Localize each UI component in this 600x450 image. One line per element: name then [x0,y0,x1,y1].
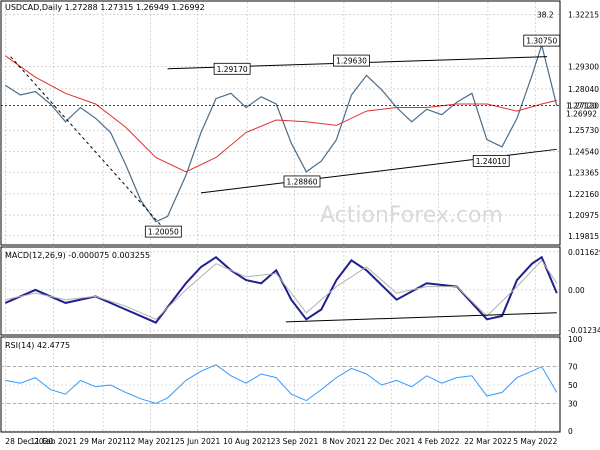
y-tick-label: 1.19815 [568,232,599,241]
x-tick-label: 25 Jun 2021 [175,437,220,446]
current-price-label: 1.27120 [566,101,597,110]
x-tick-label: 22 Mar 2022 [464,437,512,446]
y-tick-label: 1.24540 [568,147,599,156]
price-annotations: 1.30750 1.29170 1.29630 1.28860 1.24010 1.200… [144,34,561,238]
y-tick-label: 50 [568,381,578,390]
y-tick-label: 1.32215 [568,10,599,19]
rsi-panel-title: RSI(14) 42.4775 [5,341,70,350]
macd-trendline [285,312,557,323]
y-tick-label: 100 [568,335,583,344]
watermark: ActionForex.com [320,203,503,228]
x-tick-label: 8 Nov 2021 [322,437,365,446]
x-tick-label: 10 Aug 2021 [223,437,271,446]
y-tick-label: 1.20975 [568,211,599,220]
signal-line [5,259,558,320]
macd-gridlines [1,251,560,331]
close-price-label: 1.26992 [566,109,597,118]
y-tick-labels: 1.32215 1.29300 1.28040 1.27120 1.25730 1.245… [568,10,600,436]
price-line [4,42,558,223]
price-annotation: 1.24010 [472,155,510,167]
macd-line [4,255,558,324]
rsi-gridlines [1,338,560,432]
price-annotation: 1.30750 [523,34,561,47]
svg-text:1.29170: 1.29170 [217,65,248,74]
y-tick-label: 0.011629 [568,248,600,257]
x-tick-label: 11 Feb 2021 [30,437,77,446]
moving-average-line [5,55,557,173]
price-panel-frame [0,0,561,246]
x-tick-label: 22 Dec 2021 [367,437,415,446]
y-tick-label: 1.27120 [568,101,599,110]
y-tick-label: 1.29300 [568,62,599,71]
y-tick-label: 1.23365 [568,168,599,177]
price-annotation: 1.29630 [333,54,370,67]
y-tick-label: 0 [568,427,573,436]
macd-panel-frame [0,246,561,336]
svg-text:1.30750: 1.30750 [526,37,557,46]
svg-text:1.28860: 1.28860 [286,177,317,186]
price-panel-title: USDCAD,Daily 1.27288 1.27315 1.26949 1.2… [5,3,205,12]
price-annotation: 1.28860 [283,175,321,188]
x-tick-label: 12 May 2021 [126,437,175,446]
x-tick-label: 29 Mar 2021 [79,437,127,446]
macd-series [4,255,558,324]
y-tick-label: 1.28040 [568,85,599,94]
x-tick-label: 5 May 2022 [513,437,557,446]
y-tick-label: 30 [568,399,578,408]
rsi-series [1,364,560,404]
price-annotation: 1.29170 [213,62,251,75]
svg-text:1.24010: 1.24010 [476,157,507,166]
rsi-line [5,364,558,404]
y-tick-label: 1.25730 [568,126,599,135]
x-tick-label: 28 Dec 2020 [5,437,53,446]
y-tick-label: -0.012348 [568,326,600,335]
svg-text:1.29630: 1.29630 [336,57,367,66]
y-tick-label: 70 [568,363,578,372]
x-tick-label: 4 Feb 2022 [418,437,460,446]
rsi-panel-frame [0,336,561,433]
x-tick-label: 23 Sep 2021 [271,437,319,446]
y-tick-label: 0.00 [568,286,585,295]
y-tick-label: 1.22160 [568,190,599,199]
fibonacci-label: 38.2 [537,10,554,19]
macd-panel-title: MACD(12,26,9) -0.000075 0.003255 [5,251,150,260]
price-series [4,42,558,223]
price-gridlines [1,14,560,237]
svg-text:1.20050: 1.20050 [148,228,179,237]
price-annotation: 1.20050 [144,225,182,238]
